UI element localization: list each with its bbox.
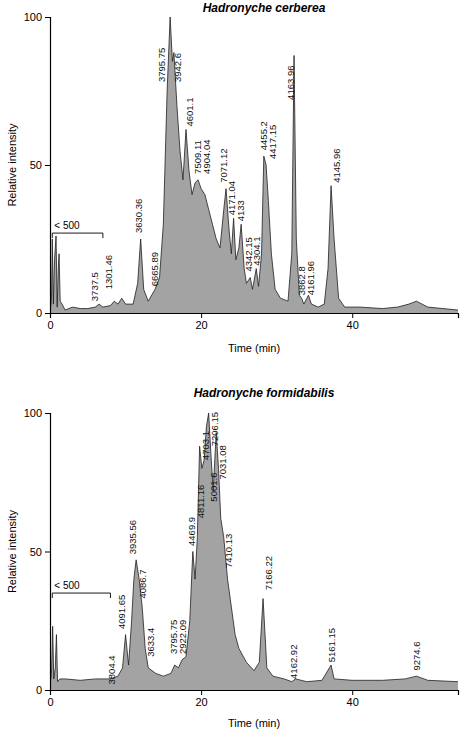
y-tick-mark xyxy=(45,690,50,691)
peak-label: 4161.96 xyxy=(305,261,316,295)
x-tick: 20 xyxy=(195,690,207,708)
bracket-label: < 500 xyxy=(54,580,80,591)
x-axis-line xyxy=(51,314,459,319)
peak-labels: 3737.51301.46 3630.36 6665.89 3795.75 3942.6… xyxy=(89,48,342,301)
peak-label: 3804.4 xyxy=(106,655,117,684)
peak-label: 4133 xyxy=(235,200,246,221)
y-axis: 0 50 100 xyxy=(24,407,51,696)
x-tick-label: 0 xyxy=(47,696,53,708)
peak-label: 1301.46 xyxy=(103,255,114,289)
peak-label: 3942.6 xyxy=(172,53,183,82)
y-tick-mark xyxy=(45,165,50,166)
peak-label: 4904.04 xyxy=(201,140,212,174)
y-tick-label: 50 xyxy=(30,546,42,558)
peak-labels: 3804.44091.653935.564086.73633.43795.752… xyxy=(106,412,421,685)
x-axis: 0 20 40 xyxy=(47,313,458,331)
y-axis-title: Relative intensity xyxy=(6,509,18,593)
y-tick: 100 xyxy=(24,407,50,419)
peak-label: 3935.56 xyxy=(127,520,138,554)
y-tick-mark xyxy=(45,313,50,314)
x-tick: 0 xyxy=(47,313,53,331)
y-tick: 50 xyxy=(30,546,50,558)
bracket xyxy=(52,233,103,238)
x-tick-label: 20 xyxy=(195,696,207,708)
x-axis-title: Time (min) xyxy=(228,717,280,729)
peak-label: 4601.1 xyxy=(184,97,195,126)
chromatogram-area xyxy=(50,413,458,690)
peak-label: 3795.75 xyxy=(156,48,167,82)
y-tick-label: 50 xyxy=(30,159,42,171)
panel: 0 20 40 0 50 100 Hadronyche formidabilis Time (… xyxy=(6,386,459,729)
peak-label: 4163.96 xyxy=(285,66,296,100)
y-tick: 0 xyxy=(36,307,50,319)
brackets: < 500 xyxy=(52,580,110,598)
y-axis: 0 50 100 xyxy=(24,11,51,319)
peak-label: 4304.1 xyxy=(251,237,262,266)
y-tick: 0 xyxy=(36,684,50,696)
bracket-label: < 500 xyxy=(54,220,80,231)
x-tick-label: 40 xyxy=(347,319,359,331)
peak-label: 4811.16 xyxy=(195,485,206,519)
x-axis: 0 20 40 xyxy=(47,690,458,708)
x-tick-label: 0 xyxy=(47,319,53,331)
peak-label: 7166.22 xyxy=(263,556,274,590)
y-axis-line xyxy=(45,414,51,691)
peak-label: 4162.92 xyxy=(288,645,299,679)
y-tick-label: 100 xyxy=(24,407,42,419)
peak-label: 3630.36 xyxy=(133,199,144,233)
y-axis-line xyxy=(45,18,51,314)
chromatogram-line xyxy=(50,17,458,313)
brackets: < 500 xyxy=(52,220,103,238)
peak-label: 4417.15 xyxy=(267,125,278,159)
peak-label: 4145.96 xyxy=(331,148,342,182)
peak-label: 4086.7 xyxy=(137,570,148,599)
peak-label: 4469.9 xyxy=(186,517,197,546)
y-tick-label: 0 xyxy=(36,307,42,319)
plot-area xyxy=(50,413,458,690)
chart-title: Hadronyche formidabilis xyxy=(194,386,335,400)
y-axis-title: Relative intensity xyxy=(6,123,18,207)
x-tick-mark xyxy=(201,313,202,318)
peak-label: 9274.6 xyxy=(411,642,422,671)
chromatogram-area xyxy=(50,17,458,313)
peak-label: 5161.15 xyxy=(326,628,337,662)
peak-label: 7071.12 xyxy=(218,148,229,182)
x-tick: 0 xyxy=(47,690,53,708)
x-tick: 40 xyxy=(347,690,359,708)
peak-label: 4091.65 xyxy=(116,595,127,629)
x-tick-label: 40 xyxy=(347,696,359,708)
figure: 0 20 40 0 50 100 Hadronyche cerberea Time (min)… xyxy=(0,0,467,739)
x-tick: 40 xyxy=(347,313,359,331)
x-tick: 20 xyxy=(195,313,207,331)
y-tick-mark xyxy=(45,413,50,414)
y-tick-mark xyxy=(45,17,50,18)
x-tick-mark xyxy=(352,313,353,318)
y-tick: 50 xyxy=(30,159,50,171)
x-axis-title: Time (min) xyxy=(228,342,280,354)
panel: 0 20 40 0 50 100 Hadronyche cerberea Time (min)… xyxy=(6,1,459,354)
x-tick-mark xyxy=(201,690,202,695)
peak-label: 2922.09 xyxy=(177,620,188,654)
peak-label: 3737.5 xyxy=(89,272,100,301)
peak-label: 6665.89 xyxy=(149,252,160,286)
peak-label: 7410.13 xyxy=(223,534,234,568)
y-tick-label: 100 xyxy=(24,11,42,23)
y-tick-mark xyxy=(45,552,50,553)
chart-title: Hadronyche cerberea xyxy=(203,1,326,15)
chromatogram-line xyxy=(50,413,458,684)
x-axis-line xyxy=(51,691,459,696)
peak-label: 3633.4 xyxy=(145,628,156,657)
plot-area xyxy=(50,17,458,313)
x-tick-mark xyxy=(352,690,353,695)
bracket xyxy=(52,593,110,598)
y-tick: 100 xyxy=(24,11,50,23)
y-tick-label: 0 xyxy=(36,684,42,696)
peak-label: 7031.08 xyxy=(217,445,228,479)
x-tick-label: 20 xyxy=(195,319,207,331)
peak-label: 7206.15 xyxy=(209,412,220,446)
